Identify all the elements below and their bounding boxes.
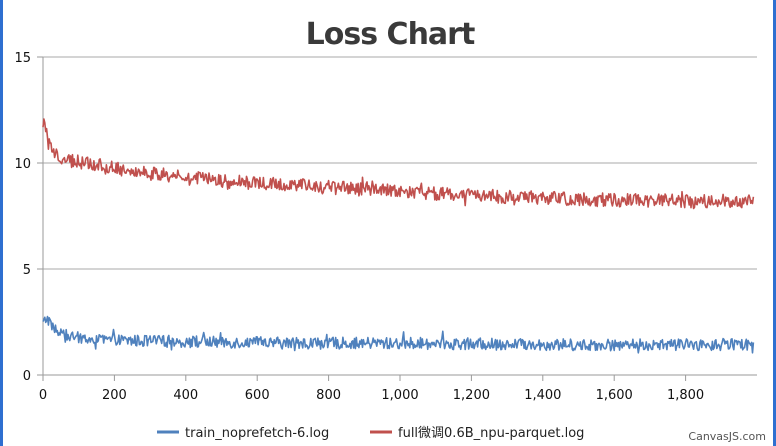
x-tick-label: 800 [316,388,341,403]
y-tick-label: 10 [14,157,31,172]
grid-lines [43,56,757,270]
legend-label-1[interactable]: train_noprefetch-6.log [185,426,329,441]
x-tick-label: 1,000 [381,388,418,403]
x-tick-label: 200 [102,388,127,403]
legend[interactable]: train_noprefetch-6.log full微调0.6B_npu-par… [157,426,584,441]
chart-title: Loss Chart [306,17,475,52]
axes: 0 5 10 15 0 200 400 600 800 1,000 1,200 1,400 1,600 1… [14,51,757,403]
x-tick-label: 1,800 [667,388,704,403]
y-tick-label: 5 [23,263,31,278]
x-tick-label: 1,200 [453,388,490,403]
series-layer [42,118,755,354]
canvasjs-credit[interactable]: CanvasJS.com [688,430,766,443]
legend-label-2[interactable]: full微调0.6B_npu-parquet.log [398,426,584,441]
x-tick-label: 0 [39,388,47,403]
x-tick-label: 1,400 [524,388,561,403]
y-tick-label: 0 [23,369,31,384]
x-tick-label: 400 [173,388,198,403]
x-tick-label: 600 [245,388,270,403]
y-tick-label: 15 [14,51,31,66]
x-tick-label: 1,600 [596,388,633,403]
series-line-1[interactable] [42,315,755,354]
series-line-2[interactable] [42,118,755,210]
